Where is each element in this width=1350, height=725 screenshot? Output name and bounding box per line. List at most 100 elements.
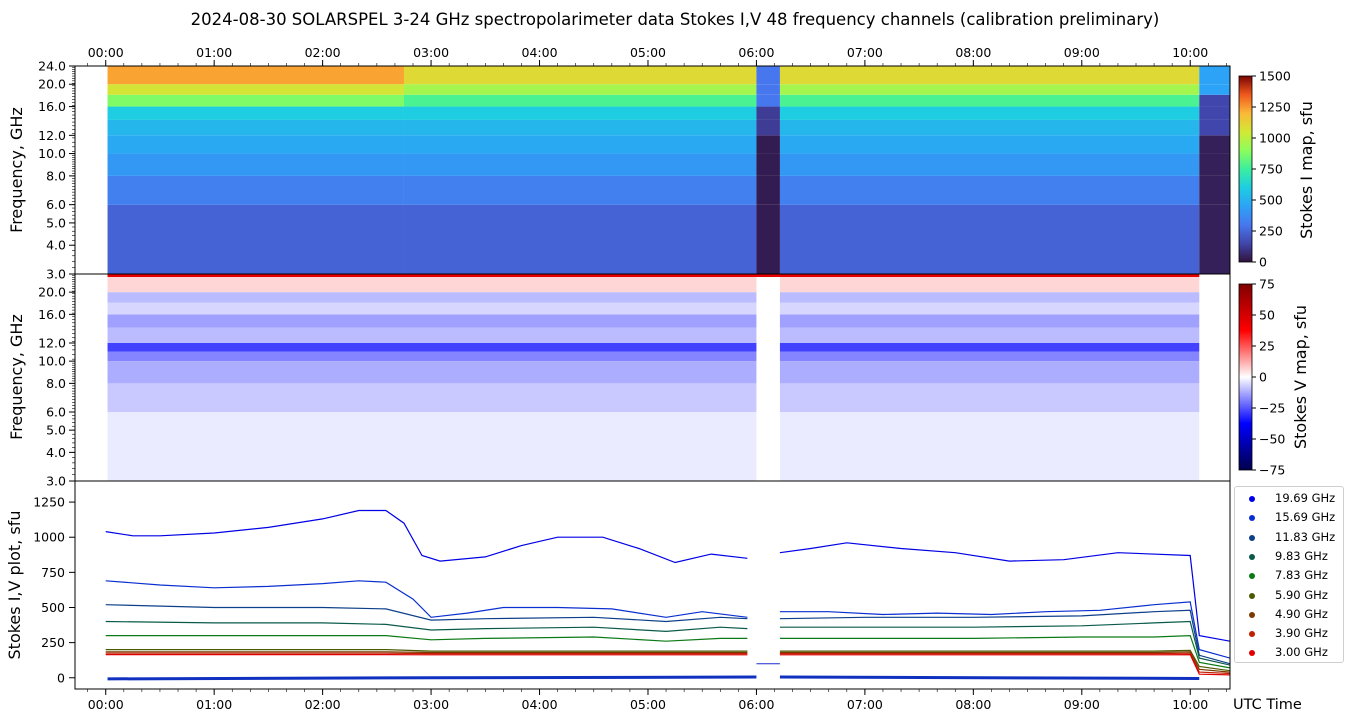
series-line-15-69-GHz: [779, 601, 1230, 659]
x-axis-label: UTC Time: [1233, 697, 1302, 713]
stokes-i-band-early: [107, 94, 404, 107]
freq-tick-label: 4.0: [46, 238, 66, 253]
top-time-tick-label: 08:00: [955, 45, 991, 60]
legend-item: 9.83 GHz: [1235, 549, 1343, 565]
stokes-i-axis: 24.0 20.0 16.0 12.0 10.0 8.0 6.0 5.0 4.0 3.0: [38, 59, 75, 282]
stokes-i-band-early: [107, 84, 404, 95]
freq-tick-label: 10.0: [38, 146, 66, 161]
legend-item: 15.69 GHz: [1235, 510, 1343, 526]
stokes-i-gap: [756, 106, 780, 120]
x-tick-label: 10:00: [1172, 697, 1208, 712]
top-time-tick-label: 09:00: [1064, 45, 1100, 60]
colorbar-tick-label: 75: [1259, 277, 1275, 292]
stokes-v-axis: 20.0 16.0 12.0 10.0 8.0 6.0 5.0 4.0 3.0: [38, 274, 75, 489]
stokes-iv-lines: [105, 509, 1230, 681]
stokes-i-band-early: [107, 135, 404, 154]
stokes-v-band: [107, 327, 757, 343]
stokes-v-band-late: [779, 351, 1200, 362]
top-time-tick-label: 02:00: [305, 45, 341, 60]
stokes-i-band-early: [107, 66, 404, 85]
top-time-tick-label: 05:00: [630, 45, 666, 60]
legend-item: 5.90 GHz: [1235, 588, 1343, 604]
stokes-i-tail: [1199, 84, 1230, 95]
series-line-5-90-GHz: [105, 649, 748, 652]
stokes-i-band-late: [779, 153, 1200, 176]
series-line-9-83-GHz: [779, 620, 1230, 666]
stokes-i-tail: [1199, 66, 1230, 85]
stokes-i-tail: [1199, 119, 1230, 136]
y-tick-label: 1000: [33, 530, 65, 545]
stokes-i-band: [403, 119, 757, 136]
legend-item: 19.69 GHz: [1235, 491, 1343, 507]
stokes-v-band-late: [779, 361, 1200, 384]
legend-item: 4.90 GHz: [1235, 607, 1343, 623]
top-time-axis: 00:00 01:00 02:00 03:00 04:00 05:00 06:00 07:00…: [87, 45, 1227, 66]
stokes-i-band-late: [779, 119, 1200, 136]
series-line-4-90-GHz: [105, 651, 748, 654]
series-line-7-83-GHz: [779, 634, 1230, 669]
stokes-i-heatmap: [107, 66, 1230, 274]
legend-label: 15.69 GHz: [1275, 510, 1336, 525]
legend-item: 11.83 GHz: [1235, 530, 1343, 546]
legend-marker: [1249, 611, 1255, 618]
legend-label: 3.00 GHz: [1275, 645, 1328, 660]
stokes-v-band-late: [779, 412, 1200, 481]
colorbar-tick-label: −75: [1259, 463, 1285, 478]
stokes-v-band: [107, 302, 757, 315]
top-time-tick-label: 06:00: [738, 45, 774, 60]
series-line-11-83-GHz: [105, 604, 748, 623]
stokes-i-colorbar-label: Stokes I map, sfu: [1297, 101, 1316, 239]
series-line-11-83-GHz: [779, 609, 1230, 665]
stokes-i-band-early: [107, 175, 404, 205]
stokes-i-gap: [756, 135, 780, 154]
x-tick-label: 00:00: [88, 697, 124, 712]
stokes-i-band: [403, 135, 757, 154]
freq-tick-label: 20.0: [38, 285, 66, 300]
series-line-19-69-GHz: [779, 542, 1230, 642]
x-tick-label: 03:00: [413, 697, 449, 712]
stokes-i-gap: [756, 204, 780, 274]
stokes-i-band-late: [779, 94, 1200, 107]
x-tick-label: 05:00: [630, 697, 666, 712]
series-line-3-00-GHz: [779, 653, 1230, 676]
x-tick-label: 04:00: [522, 697, 558, 712]
freq-tick-label: 16.0: [38, 307, 66, 322]
series-line-4-90-GHz: [779, 651, 1230, 673]
y-tick-label: 1250: [33, 495, 65, 510]
stokes-v-band: [107, 361, 757, 384]
stokes-v-colorbar-gradient: [1238, 283, 1253, 471]
stokes-i-band: [403, 66, 757, 85]
stokes-i-band-late: [779, 106, 1200, 120]
legend-label: 9.83 GHz: [1275, 548, 1328, 563]
colorbar-tick-label: −25: [1259, 401, 1285, 416]
series-line-3-90-GHz: [779, 652, 1230, 675]
stokes-i-band-early: [107, 106, 404, 120]
freq-tick-label: 10.0: [38, 354, 66, 369]
legend-marker: [1249, 496, 1255, 502]
stokes-i-band: [403, 153, 757, 176]
legend-marker: [1249, 553, 1255, 560]
stokes-v-band: [107, 412, 757, 481]
y-tick-label: 0: [57, 670, 65, 685]
stokes-iv-frame: [74, 480, 1231, 690]
legend-label: 11.83 GHz: [1275, 529, 1336, 544]
stokes-i-band: [403, 175, 757, 205]
stokes-i-band-early: [107, 119, 404, 136]
colorbar-tick-label: 1250: [1259, 100, 1291, 115]
colorbar-tick-label: 50: [1259, 308, 1275, 323]
stokes-v-colorbar-ticks: −75 −50 −25 0 25 50 75: [1252, 277, 1285, 478]
stokes-i-tail: [1199, 106, 1230, 120]
colorbar-tick-label: 0: [1259, 255, 1267, 270]
stokes-i-colorbar: 0 250 500 750 1000 1250 1500 Stokes I map, sfu: [1238, 69, 1316, 270]
freq-tick-label: 24.0: [38, 59, 66, 74]
legend-marker: [1249, 631, 1255, 638]
stokes-v-band: [107, 343, 757, 352]
top-time-tick-label: 03:00: [413, 45, 449, 60]
stokes-i-map-panel: 24.0 20.0 16.0 12.0 10.0 8.0 6.0 5.0 4.0 3.0 Freq…: [7, 59, 1231, 282]
y-tick-label: 500: [41, 600, 65, 615]
stokes-iv-plot-panel: 0 250 500 750 1000 1250 00:00 01:00 02:00 03:00 04…: [5, 480, 1302, 713]
x-tick-label: 08:00: [955, 697, 991, 712]
stokes-v-band-late: [779, 274, 1200, 293]
legend-marker: [1249, 515, 1255, 522]
